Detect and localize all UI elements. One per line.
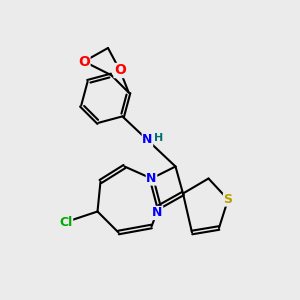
Text: N: N <box>142 134 153 146</box>
Text: N: N <box>152 206 163 220</box>
Text: Cl: Cl <box>59 215 73 229</box>
Text: N: N <box>146 172 157 185</box>
Text: S: S <box>224 193 232 206</box>
Text: H: H <box>154 133 163 143</box>
Text: O: O <box>114 64 126 77</box>
Text: O: O <box>78 55 90 68</box>
